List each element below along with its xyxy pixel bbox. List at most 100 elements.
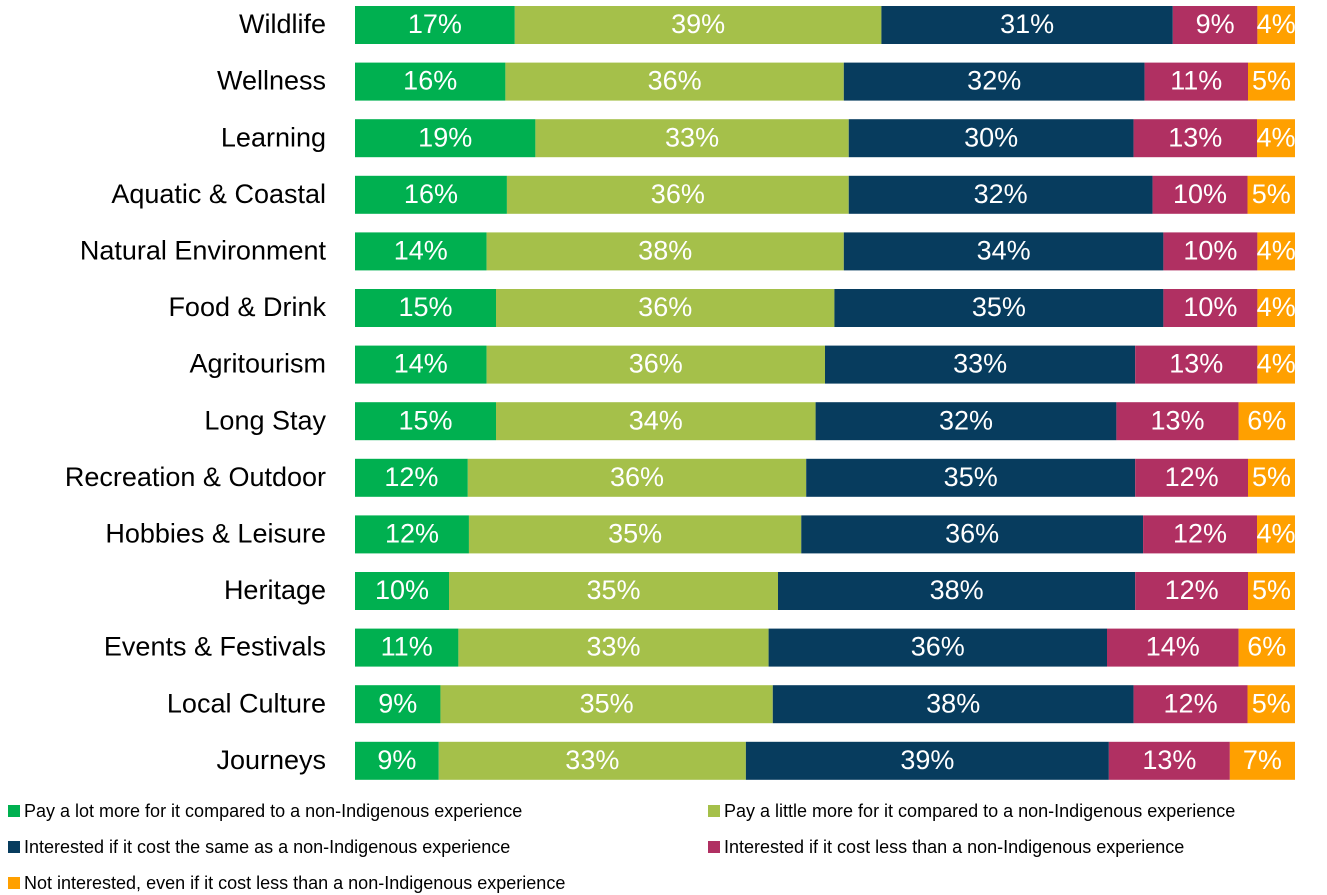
- bar-segment-learning-s5: [1257, 119, 1295, 158]
- bar-segment-heritage-s1: [355, 572, 449, 610]
- bar-segment-learning-s3: [848, 119, 1134, 158]
- legend: Pay a lot more for it compared to a non-…: [8, 801, 1235, 893]
- bar-segment-long-stay-s3: [815, 402, 1117, 441]
- bar-segment-food-and-drink-s1: [355, 289, 496, 327]
- data-label-hobbies-and-leisure-s5: 4%: [1256, 519, 1295, 549]
- bar-segment-journeys-s4: [1108, 741, 1230, 780]
- data-label-agritourism-s2: 36%: [629, 349, 683, 379]
- bar-segment-wellness-s2: [505, 62, 844, 101]
- bar-segment-agritourism-s3: [825, 345, 1136, 384]
- bar-segment-agritourism-s4: [1135, 345, 1258, 384]
- data-label-hobbies-and-leisure-s3: 36%: [945, 519, 999, 549]
- data-label-events-and-festivals-s2: 33%: [586, 632, 640, 662]
- data-label-recreation-and-outdoor-s3: 35%: [944, 462, 998, 492]
- data-label-events-and-festivals-s1: 11%: [381, 632, 433, 662]
- data-label-heritage-s4: 12%: [1165, 575, 1219, 605]
- legend-label-s4: Interested if it cost less than a non-In…: [724, 837, 1184, 857]
- bars-layer: 17% 39% 31% 9% 4% 16% 36% 32% 11% 5% 19% 33% 30% 13% 4…: [355, 6, 1296, 780]
- bar-segment-natural-environment-s4: [1163, 232, 1258, 271]
- bar-segment-learning-s1: [355, 119, 536, 158]
- category-label-heritage: Heritage: [224, 575, 326, 605]
- category-label-wellness: Wellness: [217, 66, 326, 96]
- data-label-wildlife-s5: 4%: [1257, 9, 1296, 39]
- data-label-food-and-drink-s5: 4%: [1257, 292, 1296, 322]
- data-label-journeys-s5: 7%: [1243, 745, 1282, 775]
- category-label-long-stay: Long Stay: [204, 405, 326, 435]
- bar-segment-aquatic-and-coastal-s1: [355, 175, 507, 214]
- data-label-journeys-s1: 9%: [377, 745, 416, 775]
- data-label-heritage-s3: 38%: [930, 575, 984, 605]
- bar-segment-wellness-s3: [843, 62, 1145, 101]
- data-label-learning-s3: 30%: [964, 122, 1018, 152]
- bar-segment-heritage-s2: [449, 572, 778, 610]
- data-label-heritage-s2: 35%: [586, 575, 640, 605]
- legend-label-s1: Pay a lot more for it compared to a non-…: [24, 801, 522, 821]
- bar-segment-long-stay-s2: [496, 402, 816, 441]
- data-label-journeys-s2: 33%: [565, 745, 619, 775]
- data-label-wellness-s3: 32%: [967, 66, 1021, 96]
- category-label-food-and-drink: Food & Drink: [168, 292, 326, 322]
- data-label-natural-environment-s3: 34%: [977, 236, 1031, 266]
- data-label-agritourism-s3: 33%: [953, 349, 1007, 379]
- bar-segment-food-and-drink-s4: [1163, 289, 1258, 327]
- bar-segment-heritage-s5: [1248, 572, 1295, 610]
- legend-label-s5: Not interested, even if it cost less tha…: [24, 873, 565, 893]
- data-label-natural-environment-s2: 38%: [638, 236, 692, 266]
- data-label-recreation-and-outdoor-s5: 5%: [1252, 462, 1291, 492]
- data-label-agritourism-s1: 14%: [394, 349, 448, 379]
- data-label-aquatic-and-coastal-s2: 36%: [651, 179, 705, 209]
- data-label-journeys-s3: 39%: [900, 745, 954, 775]
- legend-swatch-s2: [708, 805, 720, 817]
- data-label-wellness-s4: 11%: [1170, 66, 1222, 96]
- data-label-aquatic-and-coastal-s4: 10%: [1173, 179, 1227, 209]
- legend-label-s3: Interested if it cost the same as a non-…: [24, 837, 510, 857]
- data-label-hobbies-and-leisure-s4: 12%: [1173, 519, 1227, 549]
- bar-segment-local-culture-s5: [1247, 685, 1295, 724]
- category-label-agritourism: Agritourism: [189, 349, 326, 379]
- bar-segment-agritourism-s1: [355, 345, 487, 384]
- legend-swatch-s4: [708, 841, 720, 853]
- legend-swatch-s1: [8, 805, 20, 817]
- data-label-recreation-and-outdoor-s1: 12%: [384, 462, 438, 492]
- bar-segment-heritage-s3: [778, 572, 1136, 610]
- bar-segment-hobbies-and-leisure-s2: [468, 515, 802, 554]
- bar-segment-long-stay-s5: [1238, 402, 1295, 441]
- data-label-learning-s5: 4%: [1256, 122, 1295, 152]
- bar-segment-learning-s4: [1133, 119, 1258, 158]
- category-label-hobbies-and-leisure: Hobbies & Leisure: [105, 519, 326, 549]
- data-label-events-and-festivals-s3: 36%: [911, 632, 965, 662]
- bar-segment-journeys-s3: [745, 741, 1109, 780]
- bar-segment-aquatic-and-coastal-s5: [1247, 175, 1295, 214]
- bar-segment-learning-s2: [535, 119, 849, 158]
- category-label-local-culture: Local Culture: [167, 688, 326, 718]
- bar-segment-local-culture-s3: [772, 685, 1134, 724]
- bar-segment-natural-environment-s3: [843, 232, 1164, 271]
- bar-segment-wellness-s5: [1248, 62, 1295, 101]
- bar-segment-hobbies-and-leisure-s5: [1257, 515, 1295, 554]
- legend-swatch-s5: [8, 877, 20, 889]
- bar-segment-wellness-s4: [1144, 62, 1248, 101]
- data-label-wellness-s1: 16%: [403, 66, 457, 96]
- bar-segment-wildlife-s2: [514, 6, 882, 44]
- data-label-natural-environment-s1: 14%: [394, 236, 448, 266]
- bar-segment-journeys-s2: [438, 741, 746, 780]
- bar-segment-wellness-s1: [355, 62, 506, 101]
- legend-swatch-s3: [8, 841, 20, 853]
- data-label-aquatic-and-coastal-s3: 32%: [974, 179, 1028, 209]
- data-label-agritourism-s4: 13%: [1169, 349, 1223, 379]
- data-label-long-stay-s2: 34%: [629, 405, 683, 435]
- data-label-local-culture-s5: 5%: [1252, 688, 1291, 718]
- bar-segment-long-stay-s4: [1116, 402, 1239, 441]
- bar-segment-local-culture-s1: [355, 685, 441, 724]
- bar-segment-natural-environment-s1: [355, 232, 487, 271]
- data-label-natural-environment-s5: 4%: [1257, 236, 1296, 266]
- data-label-aquatic-and-coastal-s1: 16%: [404, 179, 458, 209]
- bar-segment-hobbies-and-leisure-s1: [355, 515, 469, 554]
- data-label-recreation-and-outdoor-s4: 12%: [1165, 462, 1219, 492]
- data-label-wildlife-s1: 17%: [408, 9, 462, 39]
- data-label-natural-environment-s4: 10%: [1183, 236, 1237, 266]
- bar-segment-aquatic-and-coastal-s3: [848, 175, 1153, 214]
- bar-segment-local-culture-s2: [440, 685, 773, 724]
- category-labels: Wildlife Wellness Learning Aquatic & Coasta…: [65, 9, 327, 775]
- category-label-wildlife: Wildlife: [239, 9, 326, 39]
